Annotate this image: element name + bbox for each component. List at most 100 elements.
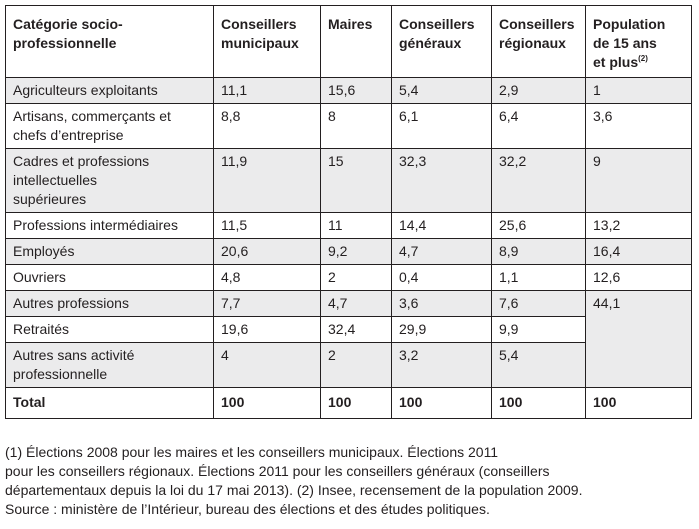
table-cell-value: 15,6 [320, 77, 392, 104]
row-category-label-line: Professions intermédiaires [13, 217, 178, 233]
row-category-label-line: Artisans, commerçants et [13, 108, 171, 124]
table-cell-value: 9 [585, 148, 692, 213]
total-value: 100 [585, 387, 692, 419]
table-cell-value: 11,1 [213, 77, 321, 104]
header-conseillers-generaux: Conseillers généraux [391, 5, 492, 78]
total-label: Total [5, 387, 214, 419]
row-category-label-line: Agriculteurs exploitants [13, 82, 158, 98]
row-category-label: Retraités [5, 316, 214, 343]
table-cell-value: 12,6 [585, 264, 692, 291]
row-category-label-line: Retraités [13, 321, 70, 337]
row-category-label: Artisans, commerçants et chefs d’entrepri… [5, 103, 214, 149]
table-row: Retraités 19,6 32,4 29,9 9,9 [5, 316, 692, 343]
table-cell-value: 14,4 [391, 212, 492, 239]
table-cell-value: 9,2 [320, 238, 392, 265]
table-cell-value: 4 [213, 342, 321, 388]
table-cell-value: 3,6 [585, 103, 692, 149]
table-cell-value: 3,6 [391, 290, 492, 317]
table-row: Artisans, commerçants et chefs d’entrepri… [5, 103, 692, 149]
table-row: Employés 20,6 9,2 4,7 8,9 16,4 [5, 238, 692, 265]
table-cell-value: 25,6 [491, 212, 586, 239]
header-municipaux-line-2: municipaux [221, 35, 299, 51]
row-category-label-line: Autres professions [13, 295, 129, 311]
table-cell-value: 2 [320, 342, 392, 388]
row-category-label: Autres sans activité professionnelle [5, 342, 214, 388]
total-value: 100 [213, 387, 321, 419]
row-category-label-line: professionnelle [13, 366, 108, 382]
table-cell-value: 15 [320, 148, 392, 213]
header-population-line-1: Population [593, 16, 666, 32]
row-category-label: Cadres et professions intellectuelles supé… [5, 148, 214, 213]
row-category-label: Agriculteurs exploitants [5, 77, 214, 104]
row-category-label-line: Cadres et professions [13, 153, 150, 169]
header-category-line-2: professionnelle [13, 35, 117, 51]
table-cell-value: 5,4 [491, 342, 586, 388]
footnote-line: pour les conseillers régionaux. Élection… [5, 463, 550, 479]
table-cell-value: 16,4 [585, 238, 692, 265]
table-cell-value: 6,4 [491, 103, 586, 149]
table-cell-value: 11,9 [213, 148, 321, 213]
table-cell-value: 8 [320, 103, 392, 149]
total-value: 100 [391, 387, 492, 419]
table-cell-value: 0,4 [391, 264, 492, 291]
table-row: Agriculteurs exploitants 11,1 15,6 5,4 2,9 1 [5, 77, 692, 104]
table-cell-value: 32,2 [491, 148, 586, 213]
row-category-label-line: supérieures [13, 191, 87, 207]
table-cell-value: 8,8 [213, 103, 321, 149]
table-cell-value: 8,9 [491, 238, 586, 265]
header-generaux-line-1: Conseillers [399, 16, 475, 32]
footnote-line: départementaux depuis la loi du 17 mai 2… [5, 482, 583, 498]
row-category-label-line: Employés [13, 243, 75, 259]
table-cell-value: 32,3 [391, 148, 492, 213]
header-generaux-line-2: généraux [399, 35, 462, 51]
table-cell-value: 19,6 [213, 316, 321, 343]
table-cell-value: 2 [320, 264, 392, 291]
table-row: Cadres et professions intellectuelles supé… [5, 148, 692, 213]
table-row: Autres sans activité professionnelle 4 2 3,2… [5, 342, 692, 388]
row-category-label-line: Ouvriers [13, 269, 66, 285]
table-row: Ouvriers 4,8 2 0,4 1,1 12,6 [5, 264, 692, 291]
header-population-line-2: de 15 ans [593, 35, 657, 51]
total-value: 100 [491, 387, 586, 419]
row-category-label: Autres professions [5, 290, 214, 317]
merged-population-cell: 44,1 [585, 290, 692, 388]
table-cell-value: 5,4 [391, 77, 492, 104]
header-population: Population de 15 ans et plus(2) [585, 5, 692, 78]
table-cell-value: 29,9 [391, 316, 492, 343]
table-cell-value: 2,9 [491, 77, 586, 104]
table-cell-value: 1 [585, 77, 692, 104]
table-cell-value: 20,6 [213, 238, 321, 265]
table-cell-value: 4,7 [320, 290, 392, 317]
table-cell-value: 3,2 [391, 342, 492, 388]
table-cell-value: 9,9 [491, 316, 586, 343]
header-maires-line-1: Maires [328, 16, 373, 32]
source-line: Source : ministère de l’Intérieur, burea… [5, 501, 490, 517]
header-conseillers-regionaux: Conseillers régionaux [491, 5, 586, 78]
total-row: Total 100 100 100 100 100 [5, 387, 692, 419]
header-regionaux-line-1: Conseillers [499, 16, 575, 32]
row-category-label-line: Autres sans activité [13, 347, 135, 363]
header-category-line-1: Catégorie socio- [13, 16, 123, 32]
header-maires: Maires [320, 5, 392, 78]
table-row: Autres professions 7,7 4,7 3,6 7,6 44,1 [5, 290, 692, 388]
footnote-line: (1) Élections 2008 pour les maires et le… [5, 444, 499, 460]
row-category-label-line: chefs d’entreprise [13, 127, 124, 143]
total-value: 100 [320, 387, 392, 419]
table-cell-value: 4,8 [213, 264, 321, 291]
header-municipaux-line-1: Conseillers [221, 16, 297, 32]
header-population-note: (2) [638, 54, 648, 63]
table-cell-value: 7,6 [491, 290, 586, 317]
table-body: Agriculteurs exploitants 11,1 15,6 5,4 2,9 1 A… [5, 77, 692, 419]
table-cell-value: 7,7 [213, 290, 321, 317]
table-cell-value: 11 [320, 212, 392, 239]
table-cell-value: 13,2 [585, 212, 692, 239]
header-conseillers-municipaux: Conseillers municipaux [213, 5, 321, 78]
table-cell-value: 4,7 [391, 238, 492, 265]
table-cell-value: 11,5 [213, 212, 321, 239]
table-cell-value: 1,1 [491, 264, 586, 291]
row-category-label: Professions intermédiaires [5, 212, 214, 239]
header-category: Catégorie socio- professionnelle [5, 5, 214, 78]
row-category-label: Ouvriers [5, 264, 214, 291]
table-cell-value: 32,4 [320, 316, 392, 343]
